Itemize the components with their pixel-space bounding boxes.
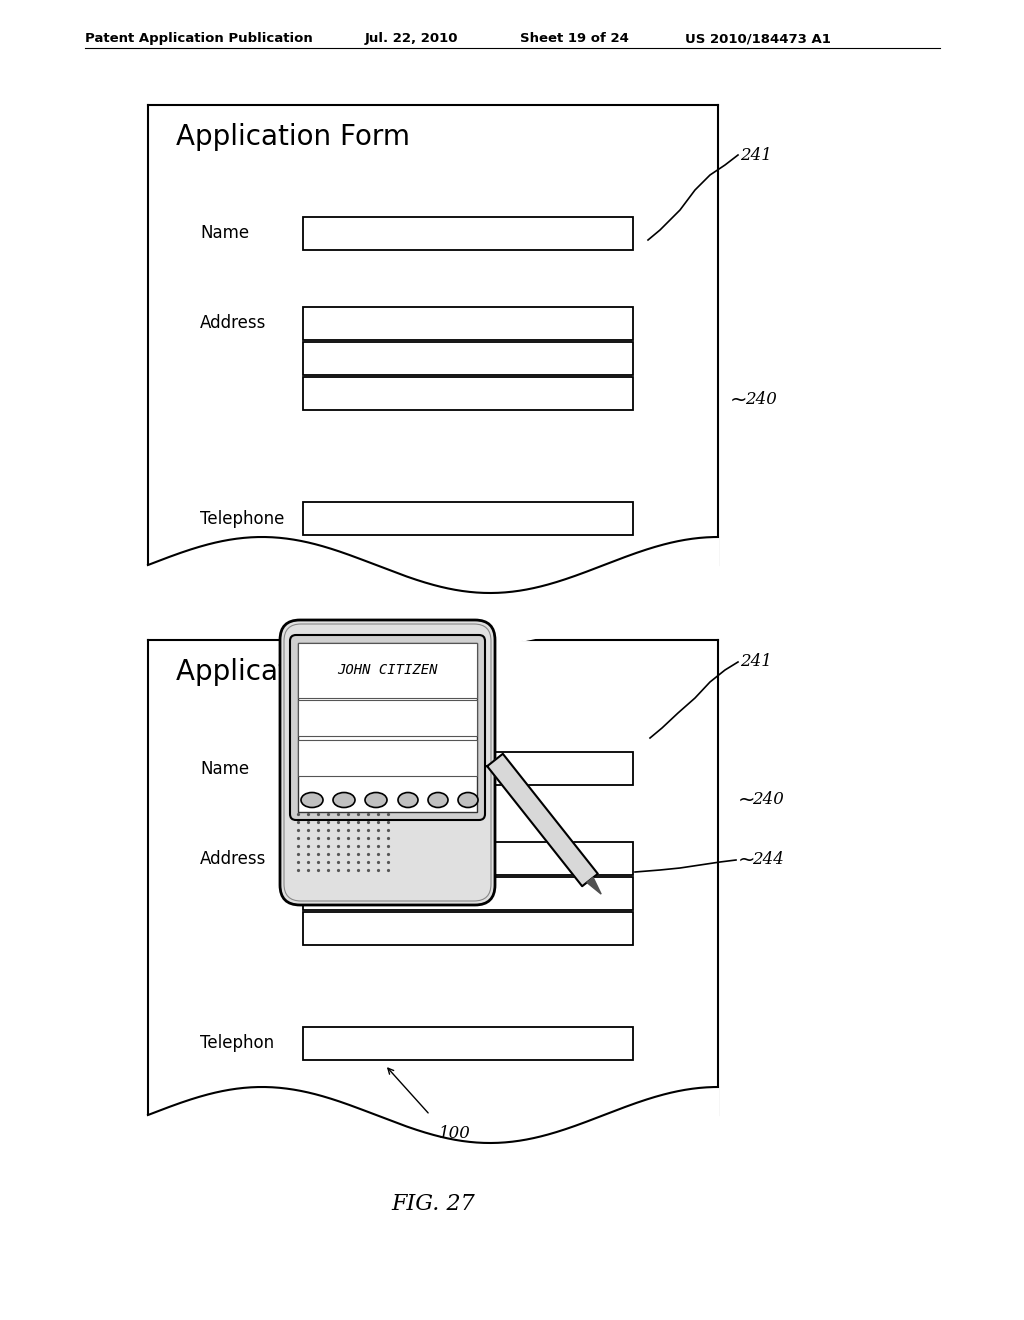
Text: Telephone: Telephone (200, 510, 285, 528)
Text: ~: ~ (738, 850, 756, 870)
Text: Application Form: Application Form (176, 657, 410, 686)
Text: Name: Name (200, 224, 249, 243)
Text: Jul. 22, 2010: Jul. 22, 2010 (365, 32, 459, 45)
Bar (303, 752, 633, 785)
Ellipse shape (333, 792, 355, 808)
Text: ~: ~ (730, 389, 748, 411)
Text: FIG. 26: FIG. 26 (391, 640, 475, 663)
Text: Address: Address (200, 850, 266, 867)
Text: Application Form: Application Form (176, 123, 410, 150)
Text: 240: 240 (752, 792, 784, 808)
Text: Patent Application Publication: Patent Application Publication (85, 32, 312, 45)
Text: FIG. 27: FIG. 27 (391, 1193, 475, 1214)
Ellipse shape (301, 792, 323, 808)
Bar (298, 643, 477, 812)
Ellipse shape (428, 792, 449, 808)
Ellipse shape (398, 792, 418, 808)
Ellipse shape (458, 792, 478, 808)
Ellipse shape (365, 792, 387, 808)
Bar (298, 700, 477, 737)
Text: 100: 100 (439, 1125, 471, 1142)
Bar (303, 912, 633, 945)
Bar (303, 876, 633, 909)
Text: Sheet 19 of 24: Sheet 19 of 24 (520, 32, 629, 45)
Text: Address: Address (200, 314, 266, 333)
Bar (303, 502, 633, 535)
Text: 241: 241 (740, 653, 772, 671)
Bar (303, 842, 633, 875)
Text: JOHN CITIZEN: JOHN CITIZEN (337, 664, 437, 677)
Polygon shape (587, 878, 601, 894)
Text: 240: 240 (745, 392, 777, 408)
Bar (303, 342, 633, 375)
FancyBboxPatch shape (290, 635, 485, 820)
Bar (298, 741, 477, 776)
Text: Telephon: Telephon (200, 1035, 274, 1052)
FancyBboxPatch shape (280, 620, 495, 906)
Bar (303, 216, 633, 249)
Text: Name: Name (200, 759, 249, 777)
Bar (298, 643, 477, 698)
Polygon shape (487, 754, 598, 886)
Bar (303, 1027, 633, 1060)
Bar (303, 308, 633, 341)
Text: ~: ~ (738, 789, 756, 810)
Text: 244: 244 (752, 851, 784, 869)
Text: 241: 241 (740, 147, 772, 164)
Bar (303, 378, 633, 411)
Text: US 2010/184473 A1: US 2010/184473 A1 (685, 32, 830, 45)
